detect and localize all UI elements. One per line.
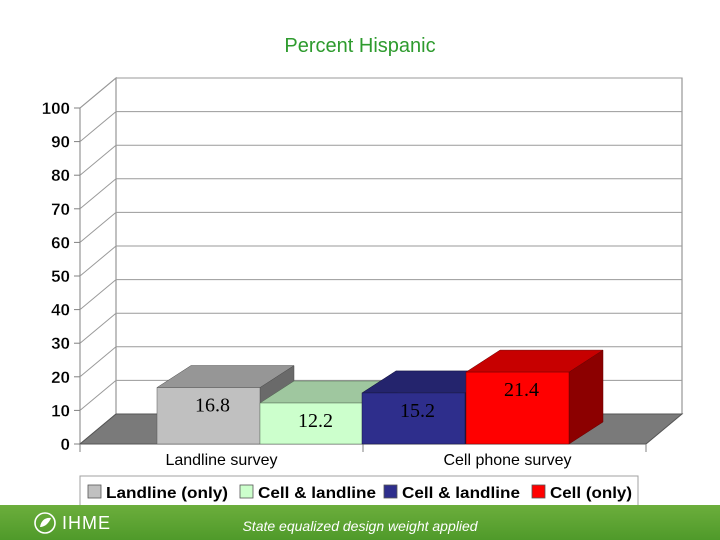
- ihme-logo: IHME: [34, 511, 111, 535]
- legend-label: Cell (only): [550, 485, 632, 502]
- legend-swatch: [531, 484, 546, 499]
- y-tick-label: 60: [51, 233, 70, 252]
- legend-label: Cell & landline: [402, 485, 520, 502]
- y-tick-label: 40: [51, 301, 70, 320]
- data-label: 21.4: [504, 379, 539, 401]
- gridline: [79, 211, 682, 243]
- legend-swatch: [383, 484, 398, 499]
- footer-bar: IHME State equalized design weight appli…: [0, 505, 720, 540]
- gridline: [79, 312, 682, 344]
- chart-title: Percent Hispanic: [284, 35, 436, 57]
- y-tick-label: 50: [51, 267, 70, 286]
- y-tick-label: 80: [51, 166, 70, 185]
- y-tick-label: 90: [51, 133, 70, 152]
- x-tick-label: Landline survey: [165, 452, 277, 469]
- x-tick-label: Cell phone survey: [443, 452, 571, 469]
- legend-swatch: [239, 484, 254, 499]
- gridline: [79, 77, 682, 109]
- y-tick-label: 20: [51, 368, 70, 387]
- bar: [465, 371, 570, 445]
- bar: [361, 392, 466, 445]
- legend-swatch: [87, 484, 102, 499]
- gridline: [79, 144, 682, 176]
- y-tick-label: 70: [51, 200, 70, 219]
- data-label: 15.2: [400, 400, 435, 422]
- y-tick-label: 10: [51, 401, 70, 420]
- legend-label: Cell & landline: [258, 485, 376, 502]
- gridline: [79, 346, 682, 378]
- bar: [259, 402, 364, 445]
- y-tick-label: 0: [61, 435, 70, 454]
- bar: [156, 387, 261, 445]
- y-tick-label: 30: [51, 334, 70, 353]
- logo-text: IHME: [62, 512, 111, 533]
- gridline: [79, 279, 682, 310]
- gridline: [79, 245, 682, 277]
- y-tick-label: 100: [42, 99, 70, 118]
- legend-label: Landline (only): [106, 485, 228, 502]
- gridline: [79, 178, 682, 210]
- leaf-icon: [34, 512, 56, 534]
- bar-chart: 0 10 20 30 40 50 60 70 80 90 100 16.8 12.2 Landline s…: [41, 76, 684, 505]
- gridline: [79, 111, 682, 142]
- data-label: 16.8: [195, 395, 230, 417]
- footer-note: State equalized design weight applied: [242, 518, 478, 534]
- data-label: 12.2: [298, 410, 333, 432]
